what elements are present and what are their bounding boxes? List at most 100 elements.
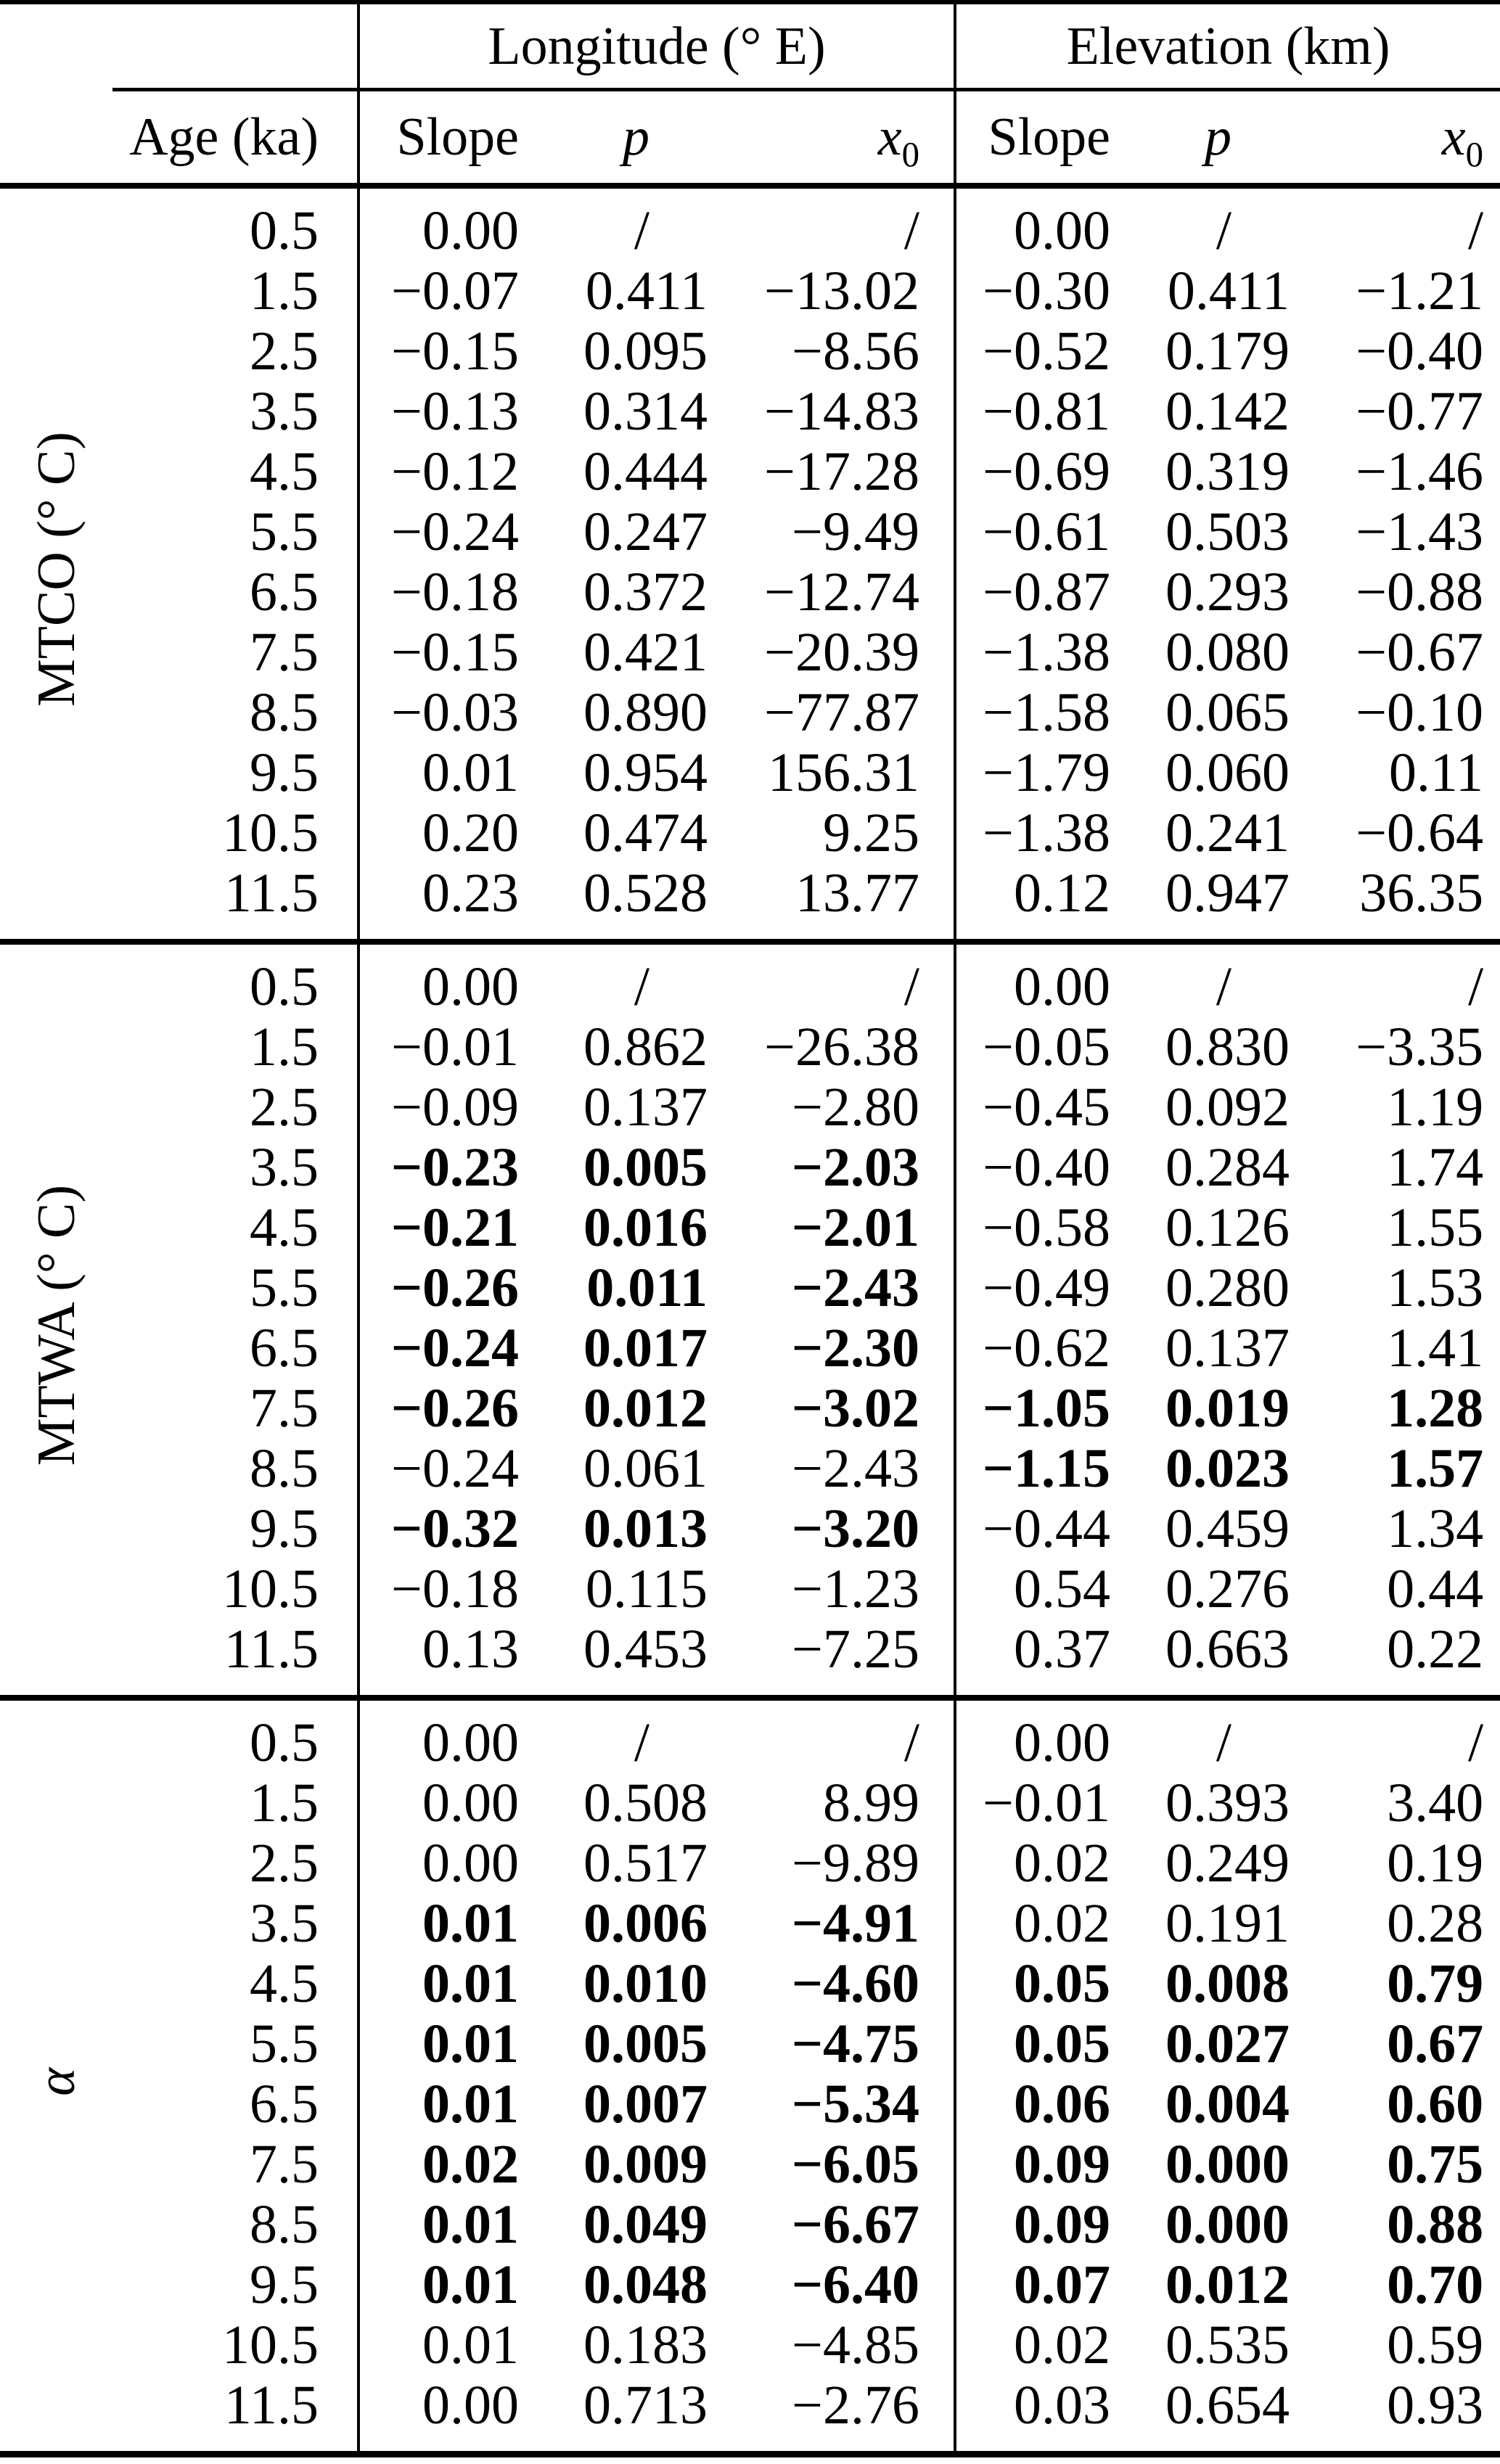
value-cell: 0.048: [583, 2254, 708, 2315]
value-cell: 0.019: [1165, 1377, 1290, 1439]
value-cell: −1.15: [954, 1438, 1151, 1498]
value-cell: 1.19: [1387, 1076, 1484, 1138]
value-cell: 0.535: [1165, 2314, 1290, 2375]
value-cell: 0.00: [357, 2375, 559, 2455]
value-cell: 0.280: [1165, 1257, 1290, 1318]
slope-header-longitude: Slope: [357, 89, 559, 189]
value-cell: 0.01: [357, 2315, 559, 2375]
table-row: 9.5 −0.32 0.013 −3.20 −0.44 0.459 1.34: [0, 1498, 1500, 1559]
x0-header-longitude-label: x: [877, 107, 902, 167]
age-column-spacer: [112, 2, 358, 91]
value-cell: −0.69: [954, 441, 1151, 501]
age-cell: 9.5: [250, 2254, 319, 2315]
value-cell: 0.54: [954, 1559, 1151, 1619]
value-cell: −4.91: [791, 1892, 920, 1954]
value-cell: 0.421: [583, 621, 708, 683]
section-label-text: MTWA (° C): [26, 1185, 86, 1466]
value-cell: −7.25: [792, 1618, 920, 1680]
value-cell: 0.528: [583, 862, 708, 924]
value-cell: −0.32: [357, 1498, 559, 1559]
value-cell: 0.713: [583, 2374, 708, 2436]
value-cell: −2.80: [792, 1076, 920, 1138]
age-cell: 0.5: [112, 183, 358, 260]
age-cell: 3.5: [250, 380, 319, 442]
table-row: 4.5 0.01 0.010 −4.60 0.05 0.008 0.79: [0, 1953, 1500, 2013]
value-cell: 13.77: [795, 862, 920, 924]
value-cell: −1.43: [1356, 501, 1484, 562]
value-cell: 0.080: [1165, 621, 1290, 683]
value-cell: 0.20: [357, 802, 559, 863]
value-cell: −3.35: [1356, 1016, 1484, 1077]
value-cell: 1.53: [1387, 1257, 1484, 1318]
table-row: 1.5 0.00 0.508 8.99 −0.01 0.393 3.40: [0, 1773, 1500, 1833]
value-cell: 0.01: [357, 742, 559, 802]
p-header-longitude: p: [559, 89, 747, 189]
age-cell: 2.5: [250, 1076, 319, 1138]
value-cell: −2.76: [792, 2374, 920, 2436]
value-cell: 0.01: [357, 2074, 559, 2134]
value-cell: 0.179: [1165, 320, 1290, 382]
value-cell: −4.60: [791, 1952, 920, 2014]
value-cell: /: [1329, 183, 1500, 260]
table-row: 4.5 −0.12 0.444 −17.28 −0.69 0.319 −1.46: [0, 441, 1500, 501]
age-cell: 1.5: [250, 260, 319, 321]
value-cell: −17.28: [764, 440, 920, 502]
value-cell: /: [1150, 939, 1330, 1017]
header-group-row: Longitude (° E) Elevation (km): [0, 2, 1500, 91]
value-cell: −0.15: [357, 321, 559, 381]
value-cell: 0.00: [954, 183, 1151, 260]
value-cell: 1.74: [1387, 1136, 1484, 1198]
value-cell: 0.393: [1165, 1772, 1290, 1833]
value-cell: /: [559, 939, 747, 1017]
value-cell: −0.23: [357, 1137, 559, 1197]
value-cell: 0.37: [954, 1619, 1151, 1698]
value-cell: 0.004: [1165, 2073, 1290, 2135]
age-cell: 5.5: [250, 1257, 319, 1318]
value-cell: −0.49: [954, 1257, 1151, 1318]
value-cell: 0.28: [1387, 1892, 1484, 1954]
value-cell: −6.67: [791, 2193, 920, 2255]
age-cell: 7.5: [250, 621, 319, 683]
value-cell: 9.25: [823, 802, 920, 863]
longitude-group-header: Longitude (° E): [356, 2, 956, 91]
value-cell: 0.947: [1165, 862, 1290, 924]
value-cell: −1.05: [954, 1378, 1151, 1438]
value-cell: 0.13: [357, 1619, 559, 1698]
age-cell: 4.5: [250, 1952, 319, 2014]
value-cell: 0.862: [583, 1016, 708, 1077]
elevation-group-header: Elevation (km): [954, 2, 1500, 91]
age-cell: 9.5: [250, 742, 319, 803]
section-alpha: α 0.5 0.00//0.00//1.5 0.00 0.508 8.99 −0.01 0.3…: [0, 1695, 1500, 2455]
value-cell: 0.142: [1165, 380, 1290, 442]
value-cell: 0.01: [357, 2013, 559, 2074]
age-cell: 7.5: [250, 2133, 319, 2195]
value-cell: 0.009: [583, 2133, 708, 2195]
section-label-mtco: MTCO (° C): [0, 183, 112, 942]
value-cell: −3.02: [791, 1377, 920, 1439]
value-cell: 0.12: [954, 863, 1151, 942]
age-cell: 8.5: [250, 681, 319, 743]
age-cell: 11.5: [224, 1618, 319, 1680]
value-cell: 0.663: [1165, 1618, 1290, 1680]
value-cell: −2.30: [791, 1317, 920, 1379]
value-cell: 0.411: [585, 260, 708, 321]
age-cell: 10.5: [222, 802, 319, 863]
value-cell: 0.016: [583, 1196, 708, 1258]
value-cell: 0.249: [1165, 1832, 1290, 1894]
table-row: 8.5 −0.24 0.061 −2.43 −1.15 0.023 1.57: [0, 1438, 1500, 1498]
age-cell: 2.5: [250, 320, 319, 382]
table-row: 8.5 0.01 0.049 −6.67 0.09 0.000 0.88: [0, 2194, 1500, 2254]
value-cell: /: [747, 1695, 956, 1773]
value-cell: −0.81: [954, 381, 1151, 441]
value-cell: 0.411: [1167, 260, 1290, 321]
value-cell: 0.05: [954, 1953, 1151, 2013]
value-cell: 0.01: [357, 2194, 559, 2254]
value-cell: 1.55: [1387, 1196, 1484, 1258]
value-cell: −77.87: [764, 681, 920, 743]
value-cell: /: [1150, 1695, 1330, 1773]
value-cell: −0.09: [357, 1077, 559, 1137]
value-cell: −9.49: [792, 501, 920, 562]
age-cell: 6.5: [250, 2073, 319, 2135]
age-cell: 3.5: [250, 1892, 319, 1954]
